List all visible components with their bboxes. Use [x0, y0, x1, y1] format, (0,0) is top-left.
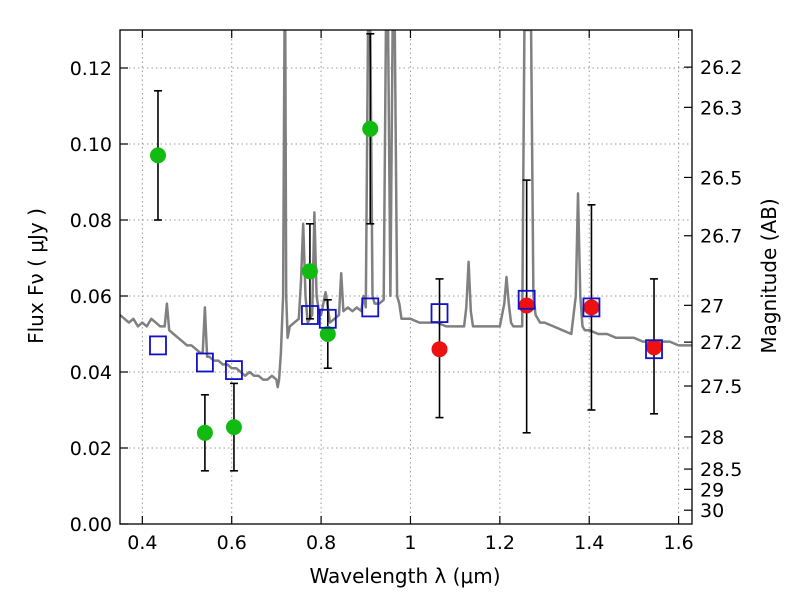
magnitude-tick-label: 26.5	[700, 167, 742, 189]
y-tick-label: 0.00	[70, 514, 112, 536]
x-tick-label: 1.2	[485, 532, 515, 554]
magnitude-tick-label: 29	[700, 479, 724, 501]
green_photometry-point	[196, 424, 213, 441]
y-tick-label: 0.10	[70, 134, 112, 156]
plot-frame	[119, 29, 693, 525]
grid-layer	[120, 30, 692, 525]
model_photometry-point	[318, 308, 337, 329]
magnitude-tick-label: 30	[700, 500, 724, 522]
magnitude-tick-label: 26.7	[700, 226, 742, 248]
magnitude-tick-label: 27.5	[700, 376, 742, 398]
green_photometry-point	[301, 263, 318, 280]
x-tick-label: 1.4	[574, 532, 604, 554]
x-tick-label: 1.6	[663, 532, 693, 554]
model_photometry-point	[645, 339, 663, 360]
model_photometry-point	[301, 305, 319, 325]
y-tick-label: 0.04	[70, 362, 112, 384]
y-tick-label: 0.06	[70, 286, 112, 308]
x-tick-label: 0.6	[217, 532, 247, 554]
magnitude-tick-label: 27.2	[700, 332, 742, 354]
marker-layer	[149, 120, 663, 441]
model_photometry-point	[196, 352, 214, 373]
model_photometry-point	[430, 303, 449, 324]
model-spectrum-line	[120, 30, 692, 389]
y-tick-label: 0.12	[70, 58, 112, 80]
green_photometry-point	[225, 419, 242, 436]
magnitude-tick-label: 27	[700, 295, 724, 317]
red_photometry-point	[646, 339, 663, 356]
green_photometry-point	[362, 120, 379, 137]
x-tick-label: 0.8	[306, 532, 336, 554]
magnitude-axis-label: Magnitude (AB)	[757, 198, 781, 353]
x-tick-label: 0.4	[127, 532, 157, 554]
model_photometry-point	[517, 289, 536, 310]
magnitude-tick-label: 26.3	[700, 97, 742, 119]
error-bar-layer	[153, 32, 659, 472]
red_photometry-point	[583, 299, 600, 316]
model_photometry-point	[225, 360, 243, 381]
y-tick-label: 0.08	[70, 210, 112, 232]
y-tick-label: 0.02	[70, 438, 112, 460]
model_photometry-point	[149, 335, 167, 356]
tick-layer: 0.4 0.6 0.8 1 1.2 1.4 1.6 0.00 0.02 0.04 0.06 0.08 0…	[70, 30, 742, 554]
model_photometry-point	[582, 297, 601, 318]
spectrum-layer	[120, 30, 692, 389]
x-axis-label: Wavelength λ (μm)	[309, 564, 500, 588]
green_photometry-point	[319, 326, 336, 342]
magnitude-tick-label: 28	[700, 427, 724, 449]
magnitude-tick-label: 26.2	[700, 57, 742, 79]
red_photometry-point	[518, 297, 535, 314]
magnitude-tick-label: 28.5	[700, 459, 742, 481]
x-tick-label: 1	[404, 532, 416, 554]
green_photometry-point	[149, 147, 166, 164]
model_photometry-point	[361, 297, 380, 318]
y-axis-label: Flux Fν ( μJy )	[24, 208, 48, 344]
red_photometry-point	[431, 341, 448, 358]
